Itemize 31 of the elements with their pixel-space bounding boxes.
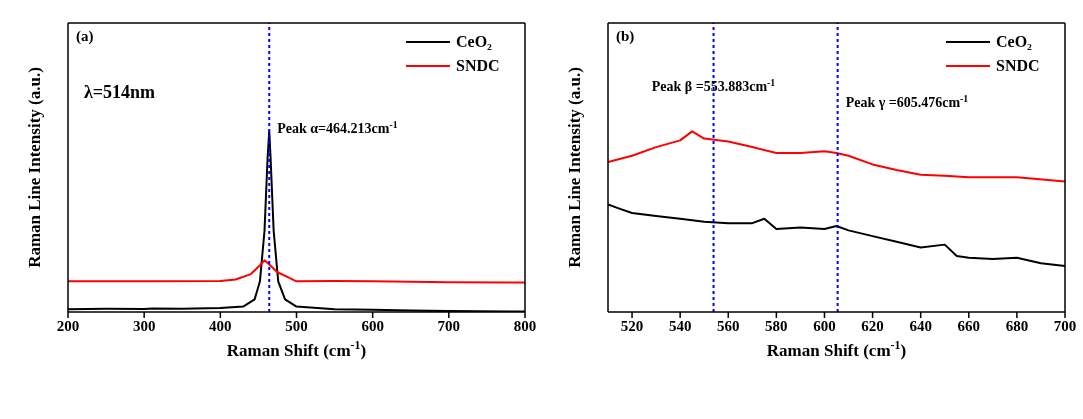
x-tick-label: 560 — [717, 317, 740, 334]
x-tick-label: 500 — [285, 317, 308, 334]
x-tick-label: 600 — [361, 317, 384, 334]
legend-label: SNDC — [456, 57, 501, 75]
chart-title: (a) — [76, 28, 94, 44]
x-tick-label: 660 — [957, 317, 981, 334]
x-tick-label: 520 — [620, 317, 644, 334]
x-tick-label: 200 — [56, 317, 80, 334]
ref-line-label: Peak α=464.213cm$^{-1}$ — [277, 118, 398, 136]
x-tick-label: 580 — [765, 317, 788, 334]
legend-label: SNDC — [996, 57, 1041, 75]
x-tick-label: 640 — [909, 317, 932, 334]
x-tick-label: 600 — [813, 317, 836, 334]
x-tick-label: 300 — [132, 317, 156, 334]
x-tick-label: 540 — [668, 317, 692, 334]
legend-label: CeO₂ — [456, 33, 493, 51]
x-tick-label: 800 — [513, 317, 537, 334]
x-tick-label: 680 — [1005, 317, 1029, 334]
y-axis-title: Raman Line Intensity (a.u.) — [25, 67, 44, 268]
text: λ=514nm — [84, 82, 156, 102]
ref-line-label: Peak β =553.883cm$^{-1}$ — [651, 76, 776, 94]
x-axis-title: Raman Shift (cm$^{-1}$) — [226, 338, 367, 360]
x-axis-title: Raman Shift (cm$^{-1}$) — [766, 338, 907, 360]
ref-line-label: Peak γ =605.476cm$^{-1}$ — [845, 92, 969, 110]
x-tick-label: 700 — [437, 317, 461, 334]
chart-title: (b) — [616, 28, 635, 44]
x-tick-label: 400 — [209, 317, 232, 334]
x-tick-label: 620 — [861, 317, 884, 334]
x-tick-label: 700 — [1053, 317, 1077, 334]
y-axis-title: Raman Line Intensity (a.u.) — [565, 67, 584, 268]
legend-label: CeO₂ — [996, 33, 1033, 51]
